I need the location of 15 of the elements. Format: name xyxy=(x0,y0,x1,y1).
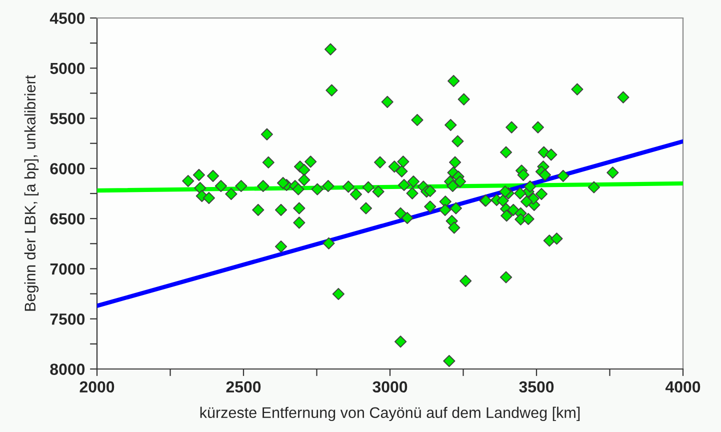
x-tick-label: 4000 xyxy=(665,381,700,393)
y-tick-label: 5500 xyxy=(50,112,85,124)
y-axis-title: Beginn der LBK, [a bp], unkalibriert xyxy=(24,75,39,311)
y-tick-label: 6000 xyxy=(50,163,85,174)
y-tick-label: 4500 xyxy=(50,12,85,24)
x-tick-label: 2000 xyxy=(80,381,114,393)
x-tick-label: 3000 xyxy=(372,381,408,393)
y-tick-label: 6500 xyxy=(50,213,85,225)
x-tick-label: 3500 xyxy=(519,381,554,393)
y-tick-label: 5000 xyxy=(50,62,85,74)
x-axis-title: kürzeste Entfernung von Cayönü auf dem Landweg [km] xyxy=(200,406,580,422)
x-tick-label: 2500 xyxy=(226,381,261,393)
y-tick-label: 7500 xyxy=(50,313,85,325)
y-tick-label: 7000 xyxy=(50,263,85,275)
y-tick-label: 8000 xyxy=(50,364,85,375)
